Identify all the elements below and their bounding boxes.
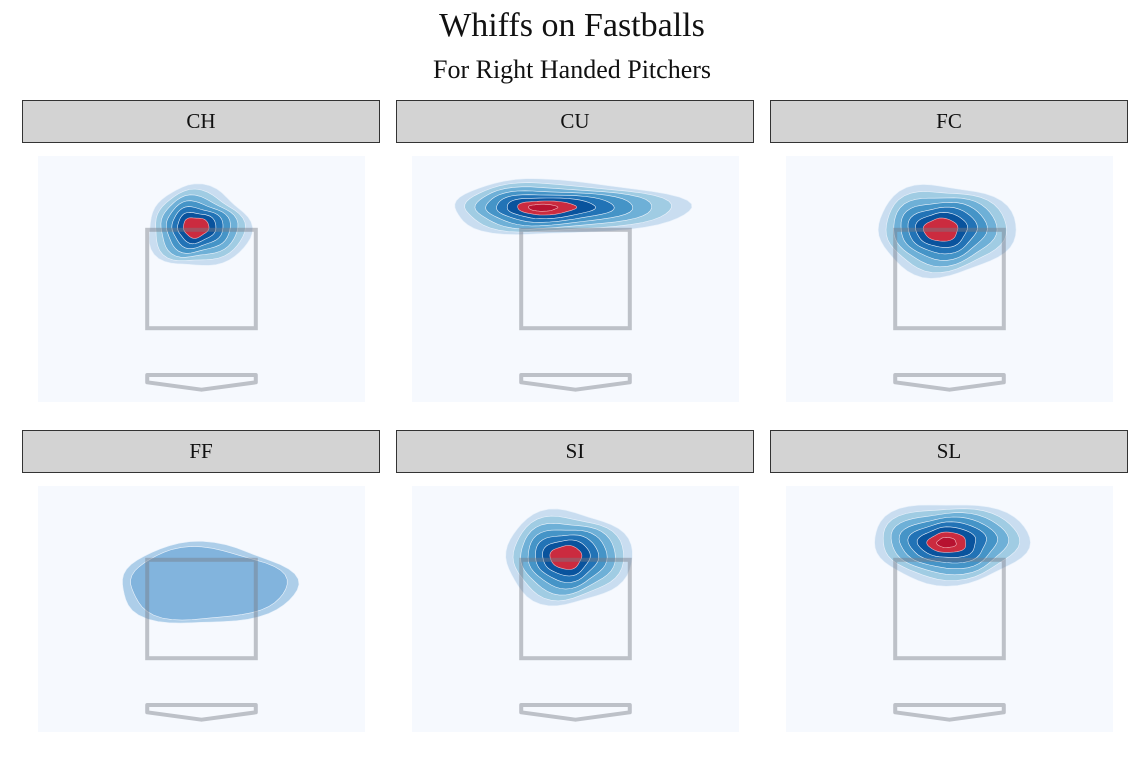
density-contour-level-7	[549, 545, 583, 570]
facet-strip-label: CU	[396, 100, 754, 143]
density-contours	[454, 178, 693, 235]
strike-zone-box	[519, 557, 632, 661]
heatmap-svg	[145, 183, 258, 392]
home-plate	[893, 702, 1006, 722]
home-plate	[145, 702, 258, 722]
home-plate-shape	[145, 702, 258, 722]
heatmap-svg	[505, 508, 633, 722]
density-contour-level-8	[527, 203, 559, 212]
strike-zone	[519, 227, 632, 331]
chart-title: Whiffs on Fastballs	[439, 7, 705, 44]
strike-zone-box	[519, 227, 632, 331]
density-contour-level-7	[183, 217, 210, 239]
facet-cu: CU	[396, 100, 754, 405]
home-plate-shape	[145, 372, 258, 392]
heatmap-svg	[874, 504, 1031, 722]
home-plate	[145, 372, 258, 392]
strike-zone	[145, 557, 258, 661]
chart-subtitle: For Right Handed Pitchers	[432, 55, 712, 84]
facet-plot	[412, 486, 739, 732]
facet-sl: SL	[770, 430, 1128, 735]
strike-zone-box	[893, 557, 1006, 661]
facet-strip-label: CH	[22, 100, 380, 143]
facet-plot	[38, 156, 365, 402]
home-plate-shape	[519, 372, 632, 392]
heatmap-svg	[877, 184, 1017, 392]
strike-zone-box	[893, 227, 1006, 331]
facet-ff: FF	[22, 430, 380, 735]
strike-zone	[893, 227, 1006, 331]
facet-fc: FC	[770, 100, 1128, 405]
density-contours	[122, 540, 300, 624]
strike-zone-box	[145, 227, 258, 331]
home-plate-shape	[519, 702, 632, 722]
facet-plot	[38, 486, 365, 732]
home-plate	[519, 372, 632, 392]
density-contour-level-8	[936, 536, 957, 548]
density-contour-level-7	[922, 217, 959, 242]
facet-plot	[786, 486, 1113, 732]
facet-si: SI	[396, 430, 754, 735]
facet-plot	[412, 156, 739, 402]
facet-plot	[786, 156, 1113, 402]
strike-zone	[519, 557, 632, 661]
facet-ch: CH	[22, 100, 380, 405]
heatmap-svg	[122, 540, 300, 722]
strike-zone-box	[145, 557, 258, 661]
home-plate-shape	[893, 372, 1006, 392]
heatmap-svg	[454, 178, 693, 392]
facet-strip-label: FF	[22, 430, 380, 473]
home-plate	[519, 702, 632, 722]
density-contours	[505, 508, 633, 607]
facet-strip-label: SL	[770, 430, 1128, 473]
density-contour-level-2	[130, 546, 288, 621]
density-contours	[874, 504, 1031, 587]
strike-zone	[145, 227, 258, 331]
home-plate-shape	[893, 702, 1006, 722]
density-contours	[877, 184, 1017, 279]
home-plate	[893, 372, 1006, 392]
strike-zone	[893, 557, 1006, 661]
density-contours	[148, 183, 253, 266]
facet-strip-label: FC	[770, 100, 1128, 143]
facet-strip-label: SI	[396, 430, 754, 473]
